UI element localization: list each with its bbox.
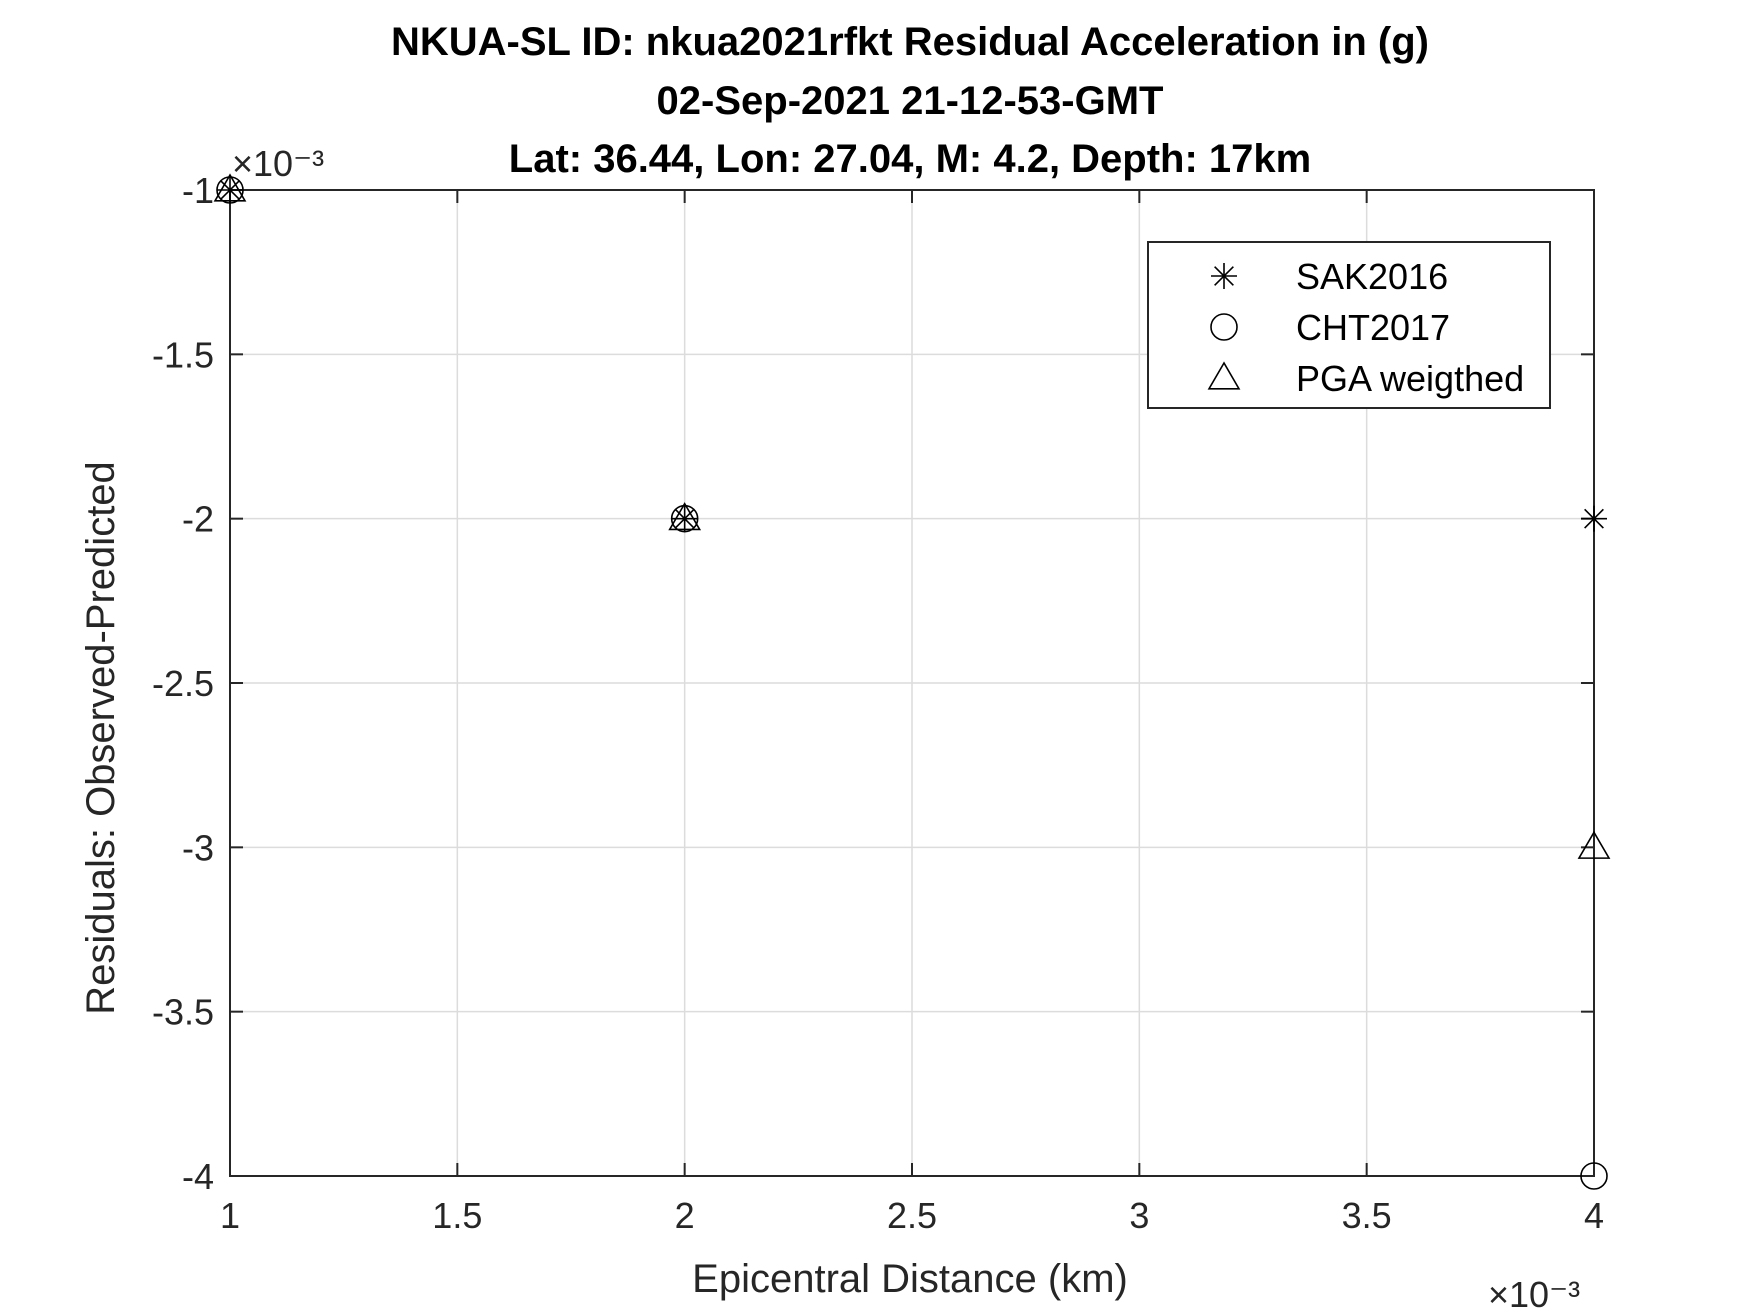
y-axis-label: Residuals: Observed-Predicted: [79, 461, 123, 1015]
x-tick-label: 4: [1584, 1195, 1604, 1236]
title-line-3: Lat: 36.44, Lon: 27.04, M: 4.2, Depth: 1…: [509, 137, 1311, 181]
x-tick-label: 2.5: [887, 1195, 937, 1236]
circle-data-point: [670, 504, 699, 533]
circle-data-point: [1580, 1162, 1608, 1190]
legend-asterisk-icon: [1211, 263, 1237, 289]
circle-data-point: [216, 176, 244, 204]
plot-area: [229, 189, 1595, 1177]
x-exponent-label: ×10⁻³: [1488, 1274, 1580, 1313]
y-tick-labels: -1 -1.5 -2 -2.5 -3 -3.5 -4: [152, 170, 214, 1197]
y-tick-label: -3.5: [152, 992, 214, 1033]
title-line-2: 02-Sep-2021 21-12-53-GMT: [657, 79, 1164, 123]
data-markers: [213, 173, 1611, 1190]
x-tick-label: 3: [1129, 1195, 1149, 1236]
legend-box: [1147, 241, 1551, 409]
y-tick-label: -3: [182, 827, 214, 868]
y-exponent-label: ×10⁻³: [232, 143, 324, 184]
x-tick-label: 1: [220, 1195, 240, 1236]
legend-entry-label: PGA weigthed: [1296, 358, 1524, 399]
triangle-data-point: [668, 502, 702, 531]
legend: SAK2016 CHT2017 PGA weigthed: [1147, 241, 1551, 409]
triangle-data-point: [1577, 830, 1611, 859]
title-line-1: NKUA-SL ID: nkua2021rfkt Residual Accele…: [391, 20, 1429, 64]
y-tick-label: -1: [182, 170, 214, 211]
x-axis-label: Epicentral Distance (km): [692, 1257, 1128, 1301]
x-tick-label: 2: [675, 1195, 695, 1236]
x-tick-label: 3.5: [1342, 1195, 1392, 1236]
legend-triangle-icon: [1207, 361, 1241, 390]
y-tick-label: -2.5: [152, 663, 214, 704]
asterisk-data-point: [1581, 505, 1607, 532]
legend-entry-label: CHT2017: [1296, 307, 1450, 348]
y-tick-label: -1.5: [152, 334, 214, 375]
x-tick-label: 1.5: [432, 1195, 482, 1236]
x-tick-labels: 1 1.5 2 2.5 3 3.5 4: [220, 1195, 1604, 1236]
triangle-data-point: [213, 173, 247, 202]
legend-entry-label: SAK2016: [1296, 256, 1448, 297]
y-tick-label: -2: [182, 499, 214, 540]
chart-title: NKUA-SL ID: nkua2021rfkt Residual Accele…: [391, 20, 1429, 181]
legend-circle-icon: [1210, 313, 1238, 341]
y-tick-label: -4: [182, 1156, 214, 1197]
